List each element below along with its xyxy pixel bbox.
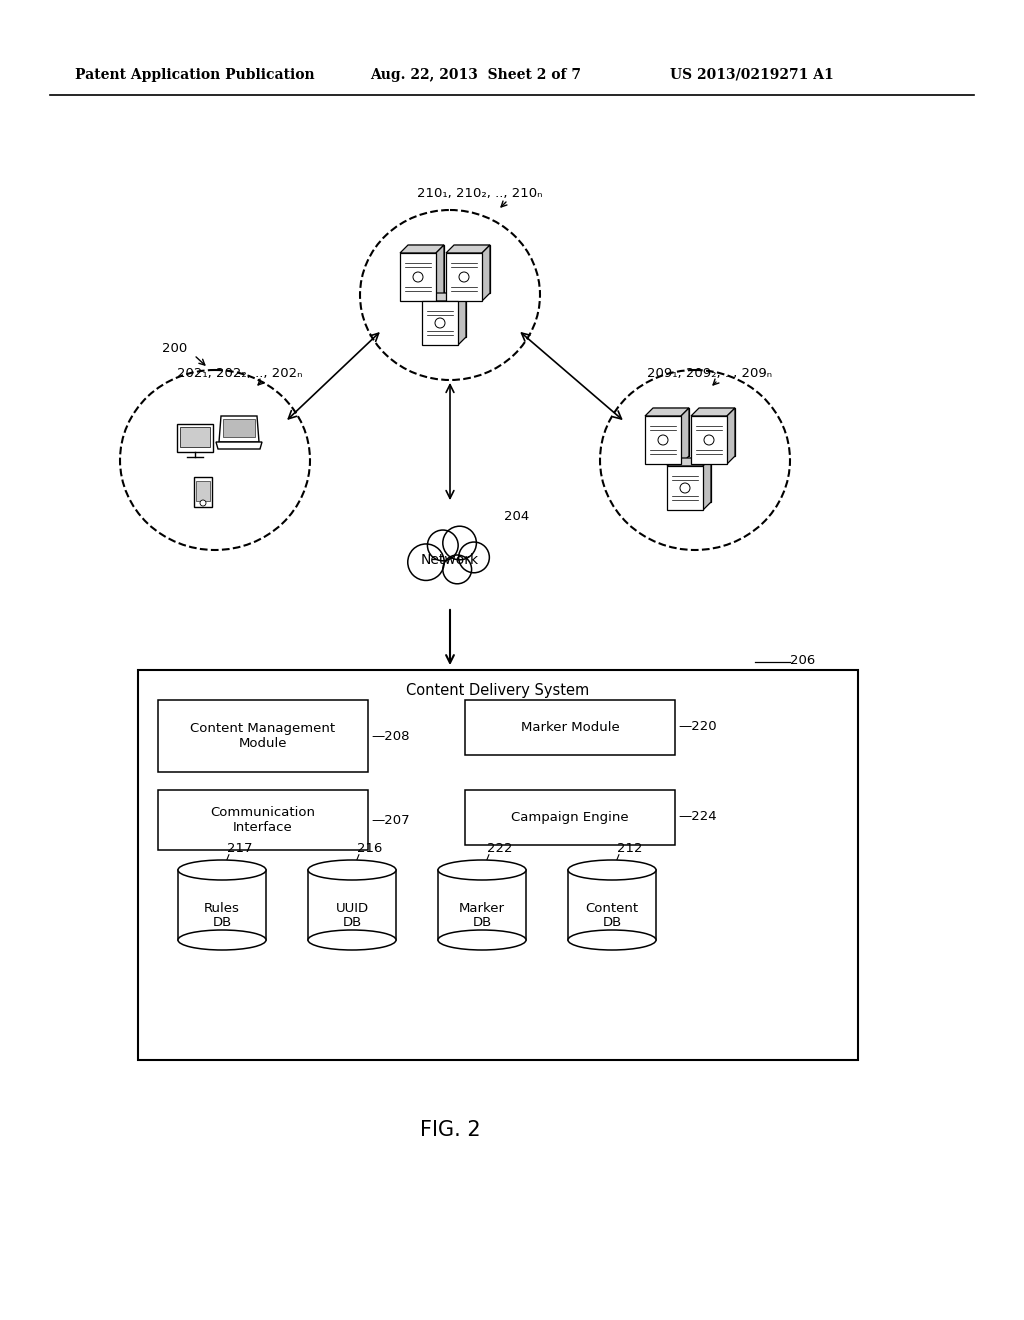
Circle shape <box>427 531 458 561</box>
Circle shape <box>435 318 445 327</box>
Text: —224: —224 <box>678 810 717 824</box>
Bar <box>667 466 703 510</box>
Bar <box>177 424 213 451</box>
Text: 217: 217 <box>227 842 253 854</box>
Polygon shape <box>436 246 444 301</box>
Text: Patent Application Publication: Patent Application Publication <box>75 69 314 82</box>
Polygon shape <box>454 246 490 293</box>
Text: 206: 206 <box>790 653 815 667</box>
Text: Rules
DB: Rules DB <box>204 902 240 929</box>
Polygon shape <box>727 408 735 465</box>
Text: —220: —220 <box>678 721 717 734</box>
Bar <box>223 418 255 437</box>
Ellipse shape <box>308 931 396 950</box>
Text: 212: 212 <box>617 842 642 854</box>
Circle shape <box>658 436 668 445</box>
Ellipse shape <box>438 861 526 880</box>
Bar <box>400 253 436 301</box>
Polygon shape <box>653 408 689 455</box>
Bar <box>422 301 458 345</box>
Bar <box>465 700 675 755</box>
Circle shape <box>680 483 690 492</box>
Text: US 2013/0219271 A1: US 2013/0219271 A1 <box>670 69 834 82</box>
Circle shape <box>200 500 206 506</box>
Circle shape <box>413 272 423 282</box>
Text: FIG. 2: FIG. 2 <box>420 1119 480 1140</box>
Bar <box>158 789 368 850</box>
Bar <box>178 870 266 940</box>
Polygon shape <box>691 408 735 416</box>
Circle shape <box>442 554 472 583</box>
Polygon shape <box>219 416 259 442</box>
Text: Campaign Engine: Campaign Engine <box>511 810 629 824</box>
Bar <box>691 416 727 465</box>
Text: Content Delivery System: Content Delivery System <box>407 682 590 697</box>
Bar <box>194 477 212 507</box>
Polygon shape <box>482 246 490 301</box>
Text: Marker
DB: Marker DB <box>459 902 505 929</box>
Text: 200: 200 <box>163 342 187 355</box>
Text: —207: —207 <box>371 813 410 826</box>
Polygon shape <box>216 442 262 449</box>
Bar <box>138 671 858 1060</box>
Bar <box>196 480 210 502</box>
Circle shape <box>408 544 444 581</box>
Ellipse shape <box>178 931 266 950</box>
Text: Content Management
Module: Content Management Module <box>190 722 336 750</box>
Polygon shape <box>675 458 711 502</box>
Text: 210₁, 210₂, .., 210ₙ: 210₁, 210₂, .., 210ₙ <box>417 186 543 199</box>
Ellipse shape <box>178 861 266 880</box>
Bar <box>446 253 482 301</box>
Polygon shape <box>430 293 466 337</box>
Polygon shape <box>400 246 444 253</box>
Bar <box>645 416 681 465</box>
Text: Content
DB: Content DB <box>586 902 639 929</box>
Text: UUID
DB: UUID DB <box>336 902 369 929</box>
Polygon shape <box>408 246 444 293</box>
Polygon shape <box>446 246 490 253</box>
Circle shape <box>705 436 714 445</box>
Bar <box>180 426 210 447</box>
Bar <box>410 543 490 572</box>
Polygon shape <box>681 408 689 465</box>
Text: Network: Network <box>421 553 479 568</box>
Polygon shape <box>645 408 689 416</box>
Ellipse shape <box>568 861 656 880</box>
Ellipse shape <box>308 861 396 880</box>
Circle shape <box>459 543 489 573</box>
Text: Communication
Interface: Communication Interface <box>211 807 315 834</box>
Circle shape <box>442 527 476 560</box>
Polygon shape <box>422 293 466 301</box>
Text: Marker Module: Marker Module <box>520 721 620 734</box>
Text: 204: 204 <box>505 511 529 524</box>
Bar <box>158 700 368 772</box>
Text: 209₁, 209₂, .., 209ₙ: 209₁, 209₂, .., 209ₙ <box>647 367 772 380</box>
Bar <box>465 789 675 845</box>
Ellipse shape <box>568 931 656 950</box>
Text: Aug. 22, 2013  Sheet 2 of 7: Aug. 22, 2013 Sheet 2 of 7 <box>370 69 581 82</box>
Polygon shape <box>699 408 735 455</box>
Bar <box>438 870 526 940</box>
Circle shape <box>459 272 469 282</box>
Bar <box>568 870 656 940</box>
Polygon shape <box>667 458 711 466</box>
Text: 202₁, 202₂, .., 202ₙ: 202₁, 202₂, .., 202ₙ <box>177 367 303 380</box>
Bar <box>308 870 396 940</box>
Text: 222: 222 <box>487 842 512 854</box>
Text: 216: 216 <box>357 842 382 854</box>
Polygon shape <box>458 293 466 345</box>
Polygon shape <box>703 458 711 510</box>
Text: —208: —208 <box>371 730 410 742</box>
Ellipse shape <box>438 931 526 950</box>
